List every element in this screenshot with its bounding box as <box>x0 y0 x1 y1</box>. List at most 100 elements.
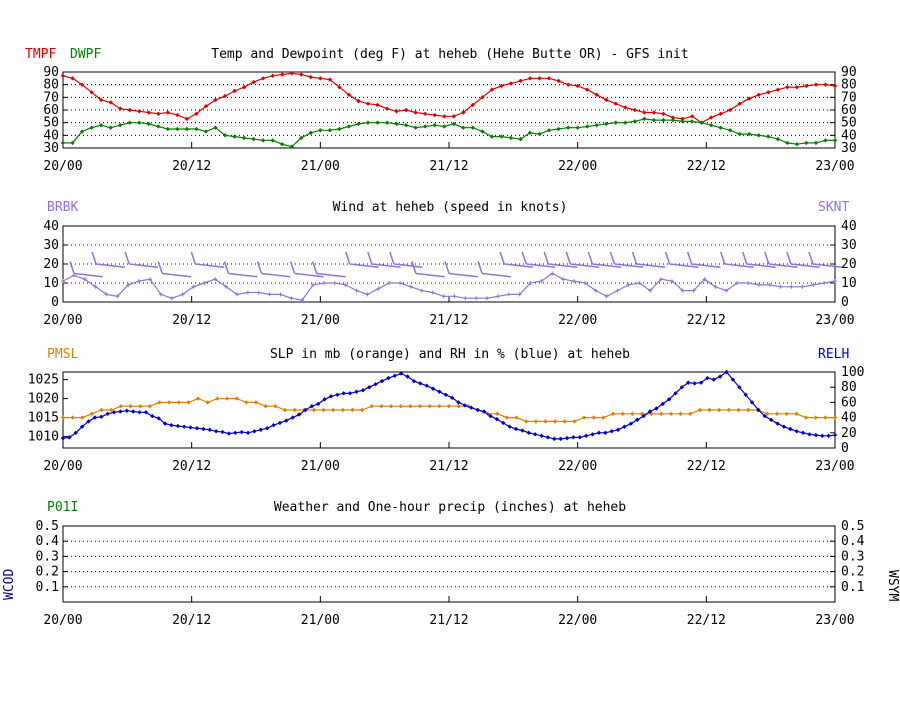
pmsl-point <box>543 419 548 424</box>
x-tick-label: 23/00 <box>815 459 854 474</box>
sknt-point <box>561 277 566 282</box>
relh-point <box>494 416 500 422</box>
wind-barb-flag <box>124 251 130 265</box>
relh-point <box>373 381 378 387</box>
relh-point <box>705 375 710 381</box>
tmpf-point <box>260 76 266 81</box>
wind-barb-shaft <box>316 272 346 278</box>
relh-point <box>590 432 595 437</box>
sknt-point <box>71 273 76 278</box>
sknt-point <box>680 288 685 293</box>
pmsl-point <box>176 400 181 405</box>
tmpf-point <box>203 104 209 109</box>
relh-point <box>130 409 136 414</box>
dwpf-point <box>413 125 418 130</box>
wind-barb-flag <box>444 261 450 274</box>
wind-barb-flag <box>587 251 594 265</box>
wcod-label: WCOD <box>2 569 17 600</box>
dwpf-point <box>823 138 828 143</box>
tmpf-point <box>89 90 94 95</box>
dwpf-point <box>756 133 761 138</box>
sknt-point <box>430 290 435 295</box>
relh-point <box>788 426 793 432</box>
relh-point <box>794 429 799 434</box>
dwpf-point <box>251 136 256 142</box>
y-tick-label-right: 60 <box>841 103 857 118</box>
dwpf-point <box>584 124 590 129</box>
y-tick-label-left: 70 <box>43 90 59 105</box>
dwpf-point <box>156 124 161 129</box>
relh-point <box>443 392 449 397</box>
sknt-point <box>669 279 674 284</box>
tmpf-point <box>537 76 542 81</box>
y-tick-label-left: 1020 <box>28 392 59 407</box>
pmsl-point <box>109 407 114 413</box>
dwpf-point <box>480 129 485 134</box>
precip-title: Weather and One-hour precip (inches) at … <box>274 500 626 515</box>
tmpf-point <box>251 79 256 85</box>
relh-point <box>481 409 487 414</box>
relh-point <box>99 414 104 420</box>
relh-point <box>411 378 417 384</box>
x-tick-label: 21/00 <box>301 313 340 328</box>
relh-point <box>175 423 181 429</box>
relh-point <box>807 432 812 437</box>
relh-point <box>666 397 672 402</box>
x-tick-label: 21/00 <box>301 459 340 474</box>
slp-title: SLP in mb (orange) and RH in % (blue) at… <box>270 347 630 362</box>
dwpf-point <box>508 135 514 141</box>
relh-point <box>79 424 85 429</box>
relh-point <box>545 435 551 440</box>
pmsl-point <box>186 400 191 405</box>
panel-wind: BRBK Wind at heheb (speed in knots) SKNT… <box>43 200 856 328</box>
sknt-point <box>147 277 152 282</box>
relh-point <box>233 430 238 435</box>
tmpf-point <box>642 110 647 115</box>
tmpf-point <box>508 81 514 86</box>
tmpf-point <box>232 88 237 94</box>
dwpf-point <box>108 125 113 130</box>
sknt-point <box>115 294 120 299</box>
y-tick-label-left: 0.3 <box>36 549 59 564</box>
dwpf-point <box>280 142 285 147</box>
relh-point <box>143 410 149 415</box>
dwpf-point <box>775 136 781 142</box>
tmpf-point <box>194 111 199 116</box>
x-tick-label: 20/12 <box>172 313 211 328</box>
pmsl-point <box>244 400 249 405</box>
y-tick-label-right: 20 <box>841 426 857 441</box>
x-tick-label: 21/12 <box>429 459 468 474</box>
relh-point <box>347 391 353 396</box>
y-tick-label-right: 0.3 <box>841 549 864 564</box>
y-tick-label-left: 10 <box>43 276 59 291</box>
relh-point <box>628 421 634 426</box>
tmpf-point <box>766 90 771 95</box>
dwpf-point <box>394 121 399 127</box>
pmsl-point <box>630 411 635 416</box>
sknt-point <box>387 281 392 285</box>
sknt-point <box>332 281 337 285</box>
relh-point <box>386 375 391 381</box>
tmpf-point <box>613 101 618 106</box>
dwpf-point <box>175 126 180 132</box>
pmsl-point <box>138 404 143 409</box>
dwpf-point <box>442 124 447 129</box>
relh-point <box>660 401 665 407</box>
relh-point <box>207 427 212 432</box>
sknt-point <box>495 294 500 299</box>
dwpf-point <box>98 123 104 128</box>
panel-slp: PMSL SLP in mb (orange) and RH in % (blu… <box>28 347 865 474</box>
pmsl-point <box>195 396 201 401</box>
tmpf-point <box>470 102 476 108</box>
y-tick-label-right: 40 <box>841 128 857 143</box>
pmsl-point <box>128 404 133 409</box>
relh-point <box>169 423 174 428</box>
pmsl-point <box>581 415 587 420</box>
x-tick-label: 20/00 <box>43 613 82 628</box>
tmpf-point <box>337 85 342 90</box>
tmpf-point <box>747 96 752 101</box>
relh-point <box>711 377 716 382</box>
wind-barb-shaft <box>393 263 423 268</box>
y-tick-label-left: 0.5 <box>36 519 59 534</box>
